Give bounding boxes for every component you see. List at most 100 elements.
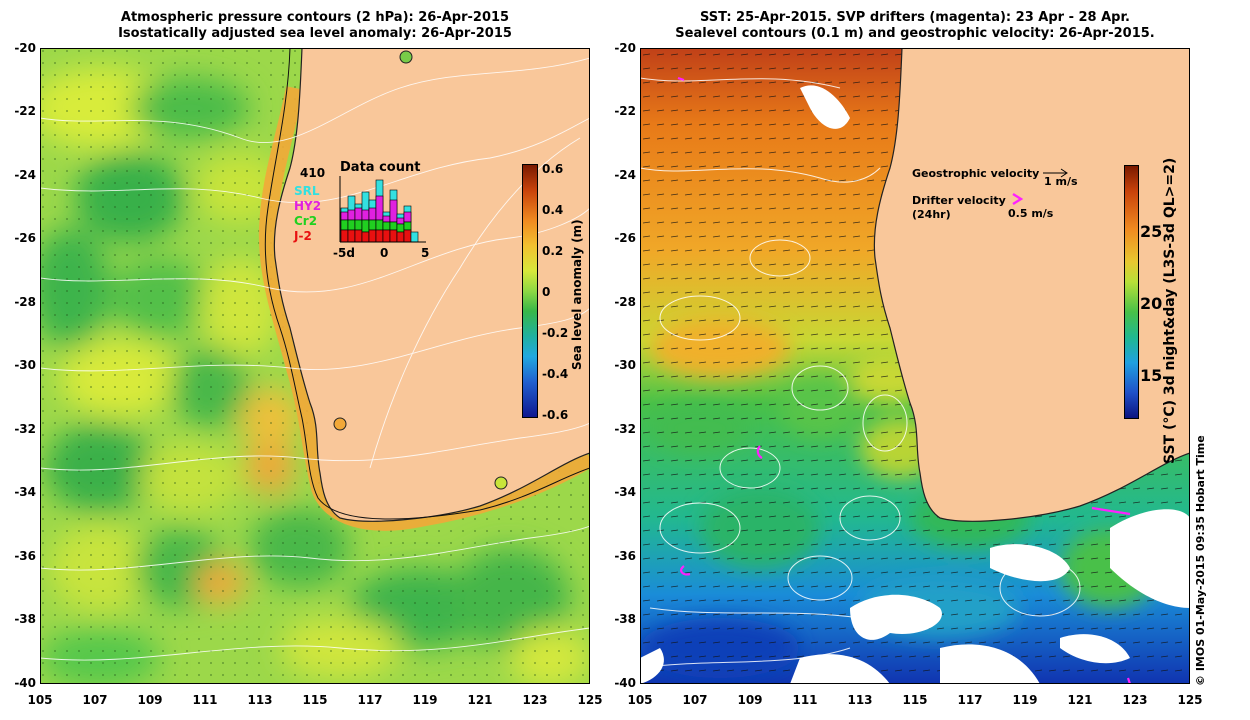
sla-map-svg: [40, 48, 590, 684]
y-tick: -32: [14, 422, 36, 436]
y-tick: -24: [14, 168, 36, 182]
y-tick: -40: [614, 676, 636, 690]
drifter-legend-value: 0.5 m/s: [1008, 207, 1054, 220]
tide-gauge-marker: [494, 476, 508, 490]
x-tick: 117: [357, 693, 383, 707]
y-tick: -20: [614, 41, 636, 55]
y-tick: -40: [14, 676, 36, 690]
land-australia: [874, 48, 1190, 522]
tide-gauge-marker: [333, 417, 347, 431]
x-tick: 109: [737, 693, 763, 707]
satellite-cr2: Cr2: [294, 214, 318, 228]
y-tick: -36: [614, 549, 636, 563]
tide-gauge-marker: [399, 50, 413, 64]
drifter-legend-arrow: [1012, 192, 1024, 206]
sst-colorbar-label: SST (°C) 3d night&day (L3S-3d QL>=2): [1162, 157, 1178, 464]
left-title: Atmospheric pressure contours (2 hPa): 2…: [40, 10, 590, 42]
y-tick: -38: [14, 612, 36, 626]
satellite-j2: J-2: [294, 229, 312, 243]
sla-colorbar: [522, 164, 538, 418]
sla-cbar-tick: 0.2: [542, 244, 564, 258]
x-tick: 111: [792, 693, 818, 707]
sst-map-svg: [640, 48, 1190, 684]
drifter-legend-label: Drifter velocity: [912, 194, 1006, 207]
y-tick: -28: [14, 295, 36, 309]
data-count-histogram: [339, 176, 426, 243]
sla-cbar-tick: -0.6: [542, 408, 569, 422]
data-count-total: 410: [300, 166, 326, 180]
pressure-contours: [40, 57, 590, 661]
imos-credit: © IMOS 01-May-2015 09:35 Hobart Time: [1194, 435, 1207, 686]
x-tick: 119: [412, 693, 438, 707]
y-tick: -20: [14, 41, 36, 55]
x-tick: 117: [957, 693, 983, 707]
x-tick: 125: [1177, 693, 1203, 707]
x-tick: 123: [522, 693, 548, 707]
land-australia: [274, 48, 590, 522]
x-tick: 105: [27, 693, 53, 707]
sst-colorbar: [1124, 165, 1139, 419]
y-tick: -34: [14, 485, 36, 499]
sla-colorbar-label: Sea level anomaly (m): [570, 219, 584, 370]
geostrophic-legend-value: 1 m/s: [1044, 175, 1078, 188]
y-tick: -30: [614, 358, 636, 372]
sla-map: [40, 48, 590, 684]
coastline: [873, 48, 1190, 522]
sst-cbar-tick: 25: [1140, 222, 1163, 241]
x-tick: 119: [1012, 693, 1038, 707]
y-tick: -38: [614, 612, 636, 626]
x-tick: 105: [627, 693, 653, 707]
right-title-line1: SST: 25-Apr-2015. SVP drifters (magenta)…: [700, 10, 1130, 25]
x-tick: 107: [82, 693, 108, 707]
x-tick: 113: [847, 693, 873, 707]
drifter-legend-sub: (24hr): [912, 208, 951, 221]
y-tick: -22: [14, 104, 36, 118]
x-tick: 115: [302, 693, 328, 707]
cloud-mask: [640, 85, 1190, 684]
data-count-title: Data count: [340, 160, 421, 175]
y-tick: -24: [614, 168, 636, 182]
right-title: SST: 25-Apr-2015. SVP drifters (magenta)…: [640, 10, 1190, 42]
y-tick: -28: [614, 295, 636, 309]
sla-cbar-tick: 0: [542, 285, 551, 299]
left-title-line1: Atmospheric pressure contours (2 hPa): 2…: [120, 10, 510, 25]
sst-cbar-tick: 20: [1140, 294, 1163, 313]
y-tick: -30: [14, 358, 36, 372]
sla-cbar-tick: -0.2: [542, 326, 569, 340]
x-tick: 121: [1067, 693, 1093, 707]
satellite-hy2: HY2: [294, 199, 322, 213]
satellite-srl: SRL: [294, 184, 320, 198]
sla-cbar-tick: 0.6: [542, 162, 564, 176]
y-tick: -26: [614, 231, 636, 245]
x-tick: 123: [1122, 693, 1148, 707]
y-tick: -26: [14, 231, 36, 245]
data-count-tick-5: 5: [421, 246, 430, 260]
satellite-legend: SRL HY2 Cr2 J-2: [294, 184, 321, 244]
sst-map-frame: [640, 48, 1190, 684]
data-count-tick-0: 0: [380, 246, 389, 260]
x-tick: 113: [247, 693, 273, 707]
left-title-line2: Isostatically adjusted sea level anomaly…: [118, 26, 512, 41]
y-tick: -34: [614, 485, 636, 499]
x-tick: 109: [137, 693, 163, 707]
geostrophic-legend-label: Geostrophic velocity: [912, 167, 1040, 180]
y-tick: -32: [614, 422, 636, 436]
x-tick: 115: [902, 693, 928, 707]
y-tick: -36: [14, 549, 36, 563]
sst-map: [640, 48, 1190, 684]
right-title-line2: Sealevel contours (0.1 m) and geostrophi…: [675, 26, 1155, 41]
sla-map-frame: [40, 48, 590, 684]
sst-cbar-tick: 15: [1140, 366, 1163, 385]
y-tick: -22: [614, 104, 636, 118]
x-tick: 111: [192, 693, 218, 707]
sealevel-contours: [640, 77, 1081, 669]
x-tick: 107: [682, 693, 708, 707]
x-tick: 125: [577, 693, 603, 707]
data-count-tick-minus5: -5d: [333, 246, 355, 260]
geostrophic-legend-arrow: [1043, 168, 1068, 178]
shelf-break-contour: [264, 48, 590, 520]
sla-cbar-tick: -0.4: [542, 367, 569, 381]
coastline: [273, 48, 590, 522]
sla-cbar-tick: 0.4: [542, 203, 564, 217]
x-tick: 121: [467, 693, 493, 707]
